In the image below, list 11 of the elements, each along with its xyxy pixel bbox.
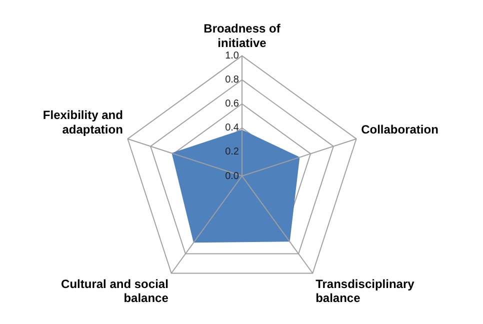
spoke-label: Cultural and social balance bbox=[61, 276, 169, 306]
y-tick-label: 0.0 bbox=[225, 170, 240, 182]
spoke-label: Broadness of initiative bbox=[204, 22, 282, 50]
y-tick-label: 0.8 bbox=[225, 74, 240, 86]
spoke-label: Collaboration bbox=[361, 122, 438, 136]
y-tick-label: 0.4 bbox=[225, 122, 240, 134]
y-tick-label: 0.2 bbox=[225, 146, 240, 158]
y-tick-label: 1.0 bbox=[225, 50, 240, 62]
spoke-label: Flexibility and adaptation bbox=[42, 108, 123, 136]
y-tick-label: 0.6 bbox=[225, 98, 240, 110]
spoke-label: Transdisciplinary balance bbox=[316, 276, 415, 306]
